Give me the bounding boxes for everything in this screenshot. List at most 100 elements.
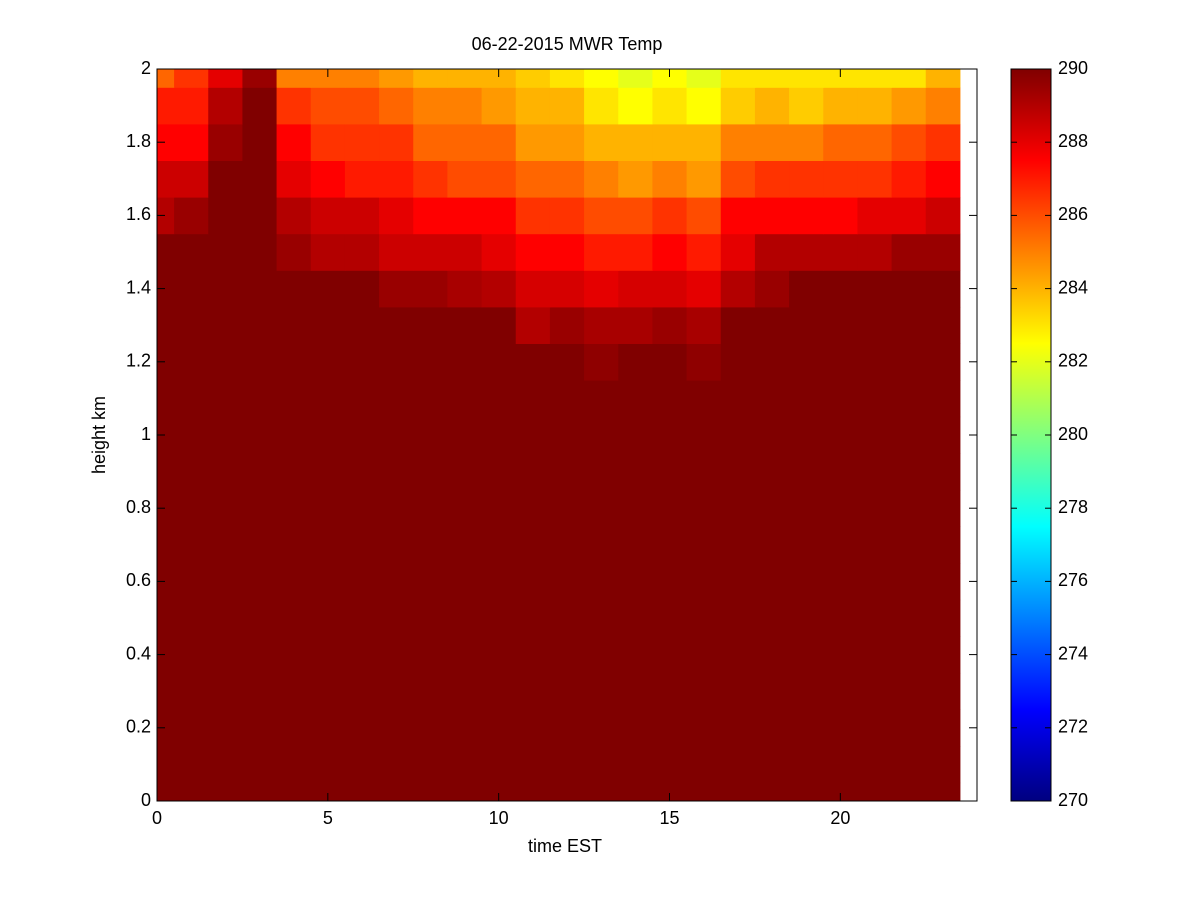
heatmap-cell [276,306,312,344]
heatmap-cell [344,69,380,88]
heatmap-cell [276,526,312,564]
heatmap-cell [174,526,209,564]
heatmap-cell [344,746,380,784]
colorbar-tick-label: 272 [1058,717,1088,737]
heatmap-cell [413,343,448,381]
heatmap-cell [549,636,585,674]
heatmap-cell [413,233,448,271]
heatmap-cell [584,599,619,637]
heatmap-cell [891,270,927,308]
heatmap-cell [686,197,722,235]
heatmap-cell [157,306,175,344]
heatmap-cell [652,197,688,235]
heatmap-cell [157,343,175,381]
heatmap-cell [857,672,893,710]
heatmap-cell [242,197,278,235]
heatmap-cell [891,69,927,88]
heatmap-cell [789,782,824,801]
heatmap-cell [310,782,346,801]
heatmap-cell [242,380,278,418]
heatmap-cell [686,489,722,527]
heatmap-cell [276,69,312,88]
heatmap-cell [515,306,551,344]
heatmap-cell [515,416,551,454]
heatmap-cell [891,160,927,198]
heatmap-cell [549,270,585,308]
heatmap-cell [515,233,551,271]
heatmap-cell [174,782,209,801]
heatmap-cell [344,416,380,454]
heatmap-cell [242,453,278,491]
heatmap-cell [857,453,893,491]
heatmap-cell [789,526,824,564]
colorbar-tick-label: 276 [1058,570,1088,590]
heatmap-cell [276,343,312,381]
heatmap-cell [157,270,175,308]
heatmap-cell [618,489,653,527]
heatmap-cell [413,782,448,801]
heatmap-cell [857,270,893,308]
heatmap-cell [515,526,551,564]
heatmap-cell [413,599,448,637]
heatmap-cell [515,709,551,747]
heatmap-cell [584,160,619,198]
heatmap-cell [208,416,243,454]
heatmap-cell [584,672,619,710]
heatmap-cell [857,782,893,801]
colorbar-tick-label: 290 [1058,58,1088,78]
heatmap-cell [549,489,585,527]
heatmap-cell [276,709,312,747]
heatmap-cell [720,672,756,710]
heatmap-cell [447,306,483,344]
heatmap-cell [242,270,278,308]
heatmap-cell [242,233,278,271]
heatmap-cell [720,160,756,198]
heatmap-cell [379,563,414,601]
colorbar-tick-label: 288 [1058,131,1088,151]
heatmap-cell [789,87,824,125]
heatmap-cell [481,343,517,381]
heatmap-cell [549,453,585,491]
heatmap-cell [823,453,858,491]
heatmap-cell [310,563,346,601]
heatmap-cell [720,233,756,271]
heatmap-cell [789,270,824,308]
heatmap-cell [447,69,483,88]
heatmap-cell [891,599,927,637]
heatmap-cell [310,453,346,491]
heatmap-cell [584,489,619,527]
heatmap-cell [208,782,243,801]
heatmap-cell [823,416,858,454]
heatmap-cell [754,270,790,308]
heatmap-cell [891,563,927,601]
heatmap-cell [754,526,790,564]
heatmap-cell [481,526,517,564]
heatmap-cell [823,526,858,564]
heatmap-cell [754,380,790,418]
y-tick-label: 1 [141,424,151,444]
heatmap-cell [925,746,961,784]
heatmap-cell [310,343,346,381]
heatmap-cell [447,416,483,454]
heatmap-cell [618,563,653,601]
heatmap-cell [481,416,517,454]
heatmap-cell [686,380,722,418]
heatmap-cell [208,380,243,418]
heatmap-cell [686,270,722,308]
x-tick-label: 15 [659,808,679,828]
heatmap-cell [379,87,414,125]
heatmap-cell [447,197,483,235]
heatmap-cell [652,160,688,198]
heatmap-cell [174,306,209,344]
heatmap-cell [720,526,756,564]
heatmap-cell [276,672,312,710]
heatmap-cell [157,746,175,784]
heatmap-cell [686,123,722,161]
heatmap-cell [891,197,927,235]
heatmap-cell [754,453,790,491]
y-tick-label: 2 [141,58,151,78]
heatmap-cell [310,233,346,271]
heatmap-cell [549,233,585,271]
heatmap-cell [157,709,175,747]
heatmap-cell [379,489,414,527]
